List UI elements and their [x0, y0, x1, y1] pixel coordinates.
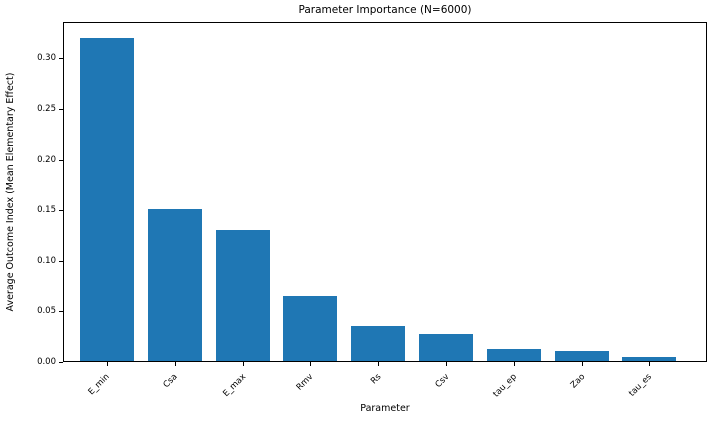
- x-tick-label: Csv: [433, 372, 452, 390]
- bar-E_min: [80, 38, 134, 362]
- y-tick-mark: [59, 160, 63, 161]
- bar-Rs: [351, 326, 405, 362]
- x-tick-mark: [514, 362, 515, 366]
- x-tick-label: tau_ep: [491, 372, 520, 400]
- y-tick-label: 0.20: [37, 155, 56, 165]
- bar-Csv: [419, 334, 473, 362]
- x-tick-label: E_max: [221, 372, 249, 399]
- x-axis-label: Parameter: [360, 403, 410, 414]
- x-tick-label: Rmv: [294, 372, 316, 393]
- y-tick-label: 0.30: [37, 53, 56, 63]
- x-tick-label: E_min: [86, 372, 113, 398]
- y-tick-mark: [59, 210, 63, 211]
- y-tick-label: 0.00: [37, 357, 56, 367]
- x-tick-label: Csa: [161, 372, 181, 391]
- x-tick-label: Zao: [568, 372, 588, 391]
- x-tick-mark: [310, 362, 311, 366]
- x-tick-mark: [243, 362, 244, 366]
- y-tick-label: 0.25: [37, 104, 56, 114]
- y-tick-mark: [59, 311, 63, 312]
- x-tick-label: Rs: [368, 372, 384, 387]
- bar-Zao: [555, 351, 609, 362]
- x-tick-mark: [649, 362, 650, 366]
- x-tick-mark: [107, 362, 108, 366]
- bar-E_max: [216, 230, 270, 362]
- y-tick-mark: [59, 261, 63, 262]
- x-tick-mark: [582, 362, 583, 366]
- bar-Csa: [148, 209, 202, 362]
- bar-tau_es: [622, 357, 676, 362]
- x-tick-mark: [378, 362, 379, 366]
- bar-tau_ep: [487, 349, 541, 362]
- chart-title: Parameter Importance (N=6000): [298, 4, 472, 16]
- y-tick-label: 0.15: [37, 205, 56, 215]
- bar-Rmv: [283, 296, 337, 362]
- y-tick-mark: [59, 58, 63, 59]
- x-tick-label: tau_es: [627, 372, 655, 399]
- x-tick-mark: [175, 362, 176, 366]
- y-tick-label: 0.05: [37, 306, 56, 316]
- x-tick-mark: [446, 362, 447, 366]
- y-tick-mark: [59, 362, 63, 363]
- y-tick-label: 0.10: [37, 256, 56, 266]
- y-tick-mark: [59, 109, 63, 110]
